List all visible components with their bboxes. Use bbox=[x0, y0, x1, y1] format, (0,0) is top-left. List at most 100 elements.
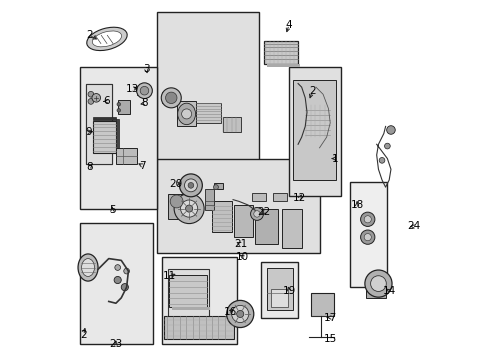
Text: 5: 5 bbox=[109, 205, 115, 215]
Bar bbox=[270, 289, 287, 307]
Ellipse shape bbox=[370, 276, 386, 292]
Bar bbox=[167, 194, 183, 219]
Ellipse shape bbox=[174, 194, 203, 224]
Text: 11: 11 bbox=[163, 271, 176, 282]
Ellipse shape bbox=[177, 103, 195, 125]
Bar bbox=[172, 307, 209, 310]
Text: 12: 12 bbox=[293, 193, 306, 203]
Text: 20: 20 bbox=[169, 179, 182, 189]
Bar bbox=[272, 193, 287, 202]
Ellipse shape bbox=[250, 207, 263, 220]
Ellipse shape bbox=[140, 86, 148, 95]
Text: 15: 15 bbox=[323, 334, 336, 344]
Bar bbox=[266, 267, 293, 310]
Bar bbox=[85, 84, 112, 164]
Bar bbox=[176, 102, 196, 126]
Ellipse shape bbox=[180, 200, 197, 217]
Bar bbox=[85, 84, 112, 164]
Bar bbox=[288, 67, 340, 196]
Ellipse shape bbox=[236, 310, 244, 318]
Ellipse shape bbox=[92, 94, 101, 102]
Text: 9: 9 bbox=[85, 127, 92, 137]
Ellipse shape bbox=[188, 183, 193, 188]
Bar bbox=[233, 205, 253, 237]
Ellipse shape bbox=[184, 179, 197, 192]
Bar bbox=[196, 103, 221, 123]
Bar bbox=[116, 148, 137, 164]
Text: 13: 13 bbox=[125, 84, 138, 94]
Text: 22: 22 bbox=[257, 207, 270, 217]
Bar bbox=[292, 80, 335, 180]
Ellipse shape bbox=[165, 92, 177, 104]
Text: 10: 10 bbox=[236, 252, 249, 262]
Ellipse shape bbox=[114, 276, 121, 284]
Ellipse shape bbox=[360, 212, 374, 226]
Ellipse shape bbox=[185, 205, 192, 212]
Ellipse shape bbox=[386, 126, 394, 134]
Text: 16: 16 bbox=[223, 307, 236, 317]
Text: 8: 8 bbox=[85, 162, 92, 172]
Bar bbox=[251, 193, 265, 202]
Ellipse shape bbox=[117, 103, 121, 106]
Ellipse shape bbox=[364, 234, 370, 241]
Bar bbox=[157, 12, 258, 167]
Ellipse shape bbox=[78, 254, 98, 281]
Bar bbox=[260, 262, 298, 318]
Text: 2: 2 bbox=[308, 86, 315, 96]
Bar bbox=[80, 223, 153, 344]
Text: 1: 1 bbox=[332, 154, 338, 163]
Text: 2: 2 bbox=[85, 30, 92, 40]
Bar bbox=[349, 182, 386, 287]
Ellipse shape bbox=[88, 99, 94, 104]
Bar bbox=[116, 119, 119, 155]
Ellipse shape bbox=[136, 83, 152, 99]
Bar bbox=[80, 67, 157, 208]
Ellipse shape bbox=[92, 31, 122, 47]
Text: 6: 6 bbox=[103, 96, 110, 107]
Text: 2: 2 bbox=[80, 330, 87, 341]
Bar bbox=[169, 275, 206, 307]
Bar bbox=[212, 202, 231, 232]
Ellipse shape bbox=[364, 216, 370, 223]
Text: 14: 14 bbox=[382, 286, 395, 296]
Ellipse shape bbox=[123, 268, 129, 274]
Ellipse shape bbox=[86, 27, 127, 50]
Ellipse shape bbox=[115, 265, 121, 270]
Text: 19: 19 bbox=[282, 286, 295, 296]
Bar bbox=[162, 93, 172, 103]
Ellipse shape bbox=[253, 211, 260, 217]
Bar bbox=[164, 316, 233, 339]
Text: 23: 23 bbox=[109, 339, 122, 349]
Bar bbox=[264, 41, 298, 64]
Bar bbox=[255, 208, 278, 244]
Bar bbox=[223, 117, 241, 132]
Text: 8: 8 bbox=[141, 98, 147, 108]
Bar bbox=[118, 100, 130, 114]
Bar bbox=[157, 158, 319, 253]
Text: 17: 17 bbox=[323, 312, 336, 323]
Ellipse shape bbox=[81, 258, 94, 276]
Bar bbox=[162, 257, 237, 344]
Ellipse shape bbox=[384, 143, 389, 149]
Ellipse shape bbox=[360, 230, 374, 244]
Text: 21: 21 bbox=[234, 239, 247, 249]
Bar bbox=[167, 269, 208, 318]
Bar bbox=[304, 105, 329, 137]
Text: 24: 24 bbox=[407, 221, 420, 231]
Bar bbox=[310, 293, 333, 316]
Text: 3: 3 bbox=[142, 64, 149, 74]
Bar bbox=[93, 117, 116, 120]
Bar bbox=[266, 64, 300, 67]
Ellipse shape bbox=[117, 109, 121, 112]
Ellipse shape bbox=[121, 284, 128, 291]
Ellipse shape bbox=[213, 185, 218, 190]
Ellipse shape bbox=[88, 91, 94, 97]
Ellipse shape bbox=[378, 157, 384, 163]
Bar bbox=[93, 121, 116, 153]
Text: 4: 4 bbox=[285, 19, 292, 30]
Ellipse shape bbox=[179, 174, 202, 197]
Text: 18: 18 bbox=[350, 200, 363, 210]
Bar bbox=[282, 208, 301, 248]
Text: 7: 7 bbox=[139, 161, 146, 171]
Ellipse shape bbox=[231, 305, 248, 323]
